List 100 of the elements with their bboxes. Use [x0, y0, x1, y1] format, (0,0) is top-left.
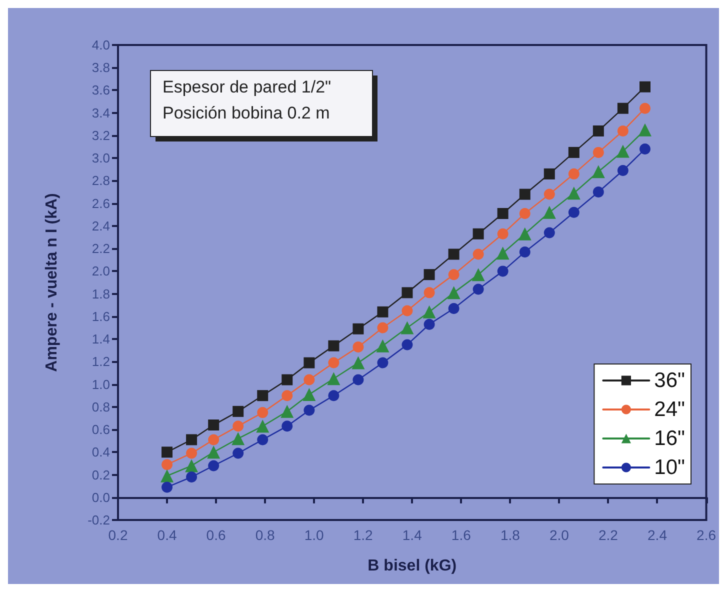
y-tick-label: 1.6	[92, 308, 110, 324]
point	[518, 227, 532, 240]
x-tick-label: 0.4	[157, 527, 177, 543]
point	[448, 248, 460, 260]
point	[497, 228, 508, 240]
point	[186, 448, 198, 459]
point	[568, 168, 580, 180]
point	[256, 420, 270, 433]
point	[400, 321, 414, 334]
y-tick-label: 2.2	[92, 241, 110, 256]
point	[448, 303, 460, 314]
point	[232, 420, 244, 432]
x-axis-title: B bisel (kG)	[368, 558, 457, 574]
point	[186, 434, 198, 446]
point	[282, 420, 293, 432]
point	[496, 246, 510, 260]
point	[638, 123, 652, 136]
point	[542, 206, 556, 219]
legend-label: 36"	[654, 369, 686, 392]
x-tick-label: 2.4	[648, 527, 668, 543]
point	[208, 460, 220, 472]
point	[352, 356, 365, 370]
point	[302, 388, 316, 401]
point	[328, 340, 340, 352]
point	[257, 390, 268, 402]
point	[617, 165, 628, 176]
point	[185, 459, 198, 472]
y-tick-label: 3.2	[92, 128, 110, 143]
point	[377, 357, 388, 368]
point	[640, 144, 650, 155]
x-tick-label: 1.4	[402, 527, 422, 543]
x-tick-label: 2.6	[696, 527, 716, 543]
annotation: Espesor de pared 1/2"	[162, 78, 332, 96]
point	[162, 446, 173, 458]
legend-label: 16"	[654, 427, 686, 450]
point	[282, 374, 293, 386]
point	[208, 420, 220, 430]
point	[232, 448, 244, 459]
y-tick-label: 1.4	[92, 332, 110, 347]
point	[162, 482, 173, 493]
point	[162, 459, 173, 470]
y-tick-label: 2.0	[92, 264, 110, 279]
point	[592, 165, 605, 178]
point	[208, 434, 220, 446]
annotation: Posición bobina 0.2 m	[162, 104, 330, 122]
point	[328, 390, 340, 402]
point	[639, 81, 650, 92]
point	[472, 228, 484, 240]
y-tick-label: 2.6	[92, 196, 110, 211]
y-tick-label: 2.8	[92, 173, 110, 188]
point	[186, 472, 198, 483]
point	[377, 306, 388, 318]
point	[519, 188, 530, 200]
point	[376, 339, 390, 352]
point	[232, 432, 245, 446]
y-tick-label: 3.6	[92, 82, 110, 98]
point	[257, 407, 268, 418]
point	[497, 208, 508, 220]
point	[519, 246, 530, 258]
point	[424, 318, 435, 330]
point	[519, 208, 530, 220]
point	[304, 404, 315, 416]
x-tick-label: 1.6	[451, 527, 472, 543]
legend-label: 10"	[654, 456, 686, 479]
point	[568, 146, 580, 158]
x-tick-label: 2.2	[598, 527, 618, 543]
point	[402, 305, 413, 316]
point	[280, 404, 294, 418]
x-tick-label: 0.2	[108, 527, 128, 543]
point	[327, 372, 340, 386]
point	[544, 188, 555, 200]
point	[616, 144, 630, 158]
point	[592, 146, 604, 158]
point	[424, 269, 435, 280]
y-axis-title: Ampere - vuelta n I (kA)	[44, 193, 60, 372]
y-tick-label: 1.2	[92, 354, 110, 370]
point	[207, 446, 220, 459]
point	[447, 286, 460, 300]
y-tick-label: 3.4	[92, 105, 110, 120]
y-tick-label: 1.0	[92, 376, 110, 392]
point	[472, 284, 484, 295]
point	[282, 390, 293, 402]
point	[448, 269, 460, 280]
point	[472, 248, 484, 260]
point	[328, 357, 340, 368]
point	[352, 341, 364, 352]
point	[567, 186, 580, 200]
point	[544, 227, 555, 238]
y-tick-label: 1.8	[92, 286, 110, 302]
point	[592, 186, 604, 198]
x-tick-label: 0.6	[206, 527, 226, 543]
y-tick-label: -0.2	[88, 512, 110, 528]
point	[422, 305, 436, 318]
legend-label: 24"	[654, 398, 686, 421]
point	[472, 268, 485, 282]
y-tick-label: 0.2	[92, 467, 110, 482]
x-tick-label: 1.0	[304, 527, 324, 543]
point	[640, 102, 650, 114]
point	[617, 102, 628, 114]
y-tick-label: 0.4	[92, 444, 110, 460]
